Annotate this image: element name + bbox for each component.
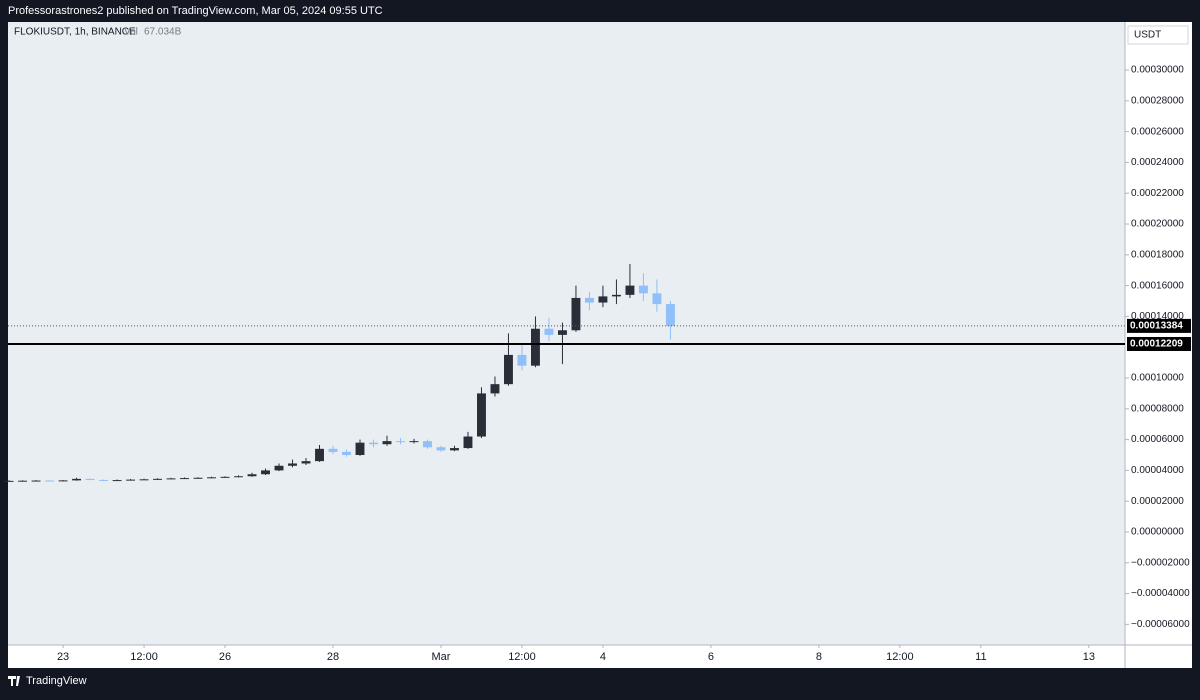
y-tick-label: 0.00008000 xyxy=(1131,403,1184,414)
candle-body xyxy=(261,470,270,475)
candle-body xyxy=(450,448,459,451)
candle-body xyxy=(490,384,500,394)
candle-body xyxy=(126,479,136,481)
candle-body xyxy=(193,477,203,479)
candle-body xyxy=(18,480,28,482)
price-tag-label: 0.00013384 xyxy=(1130,321,1183,332)
candle-body xyxy=(288,463,297,466)
logo xyxy=(8,676,20,686)
candle-body xyxy=(274,465,284,471)
candle-body xyxy=(598,296,608,303)
candle-body xyxy=(544,328,554,335)
y-tick-label: 0.00014000 xyxy=(1131,311,1184,322)
y-tick-label: 0.00018000 xyxy=(1131,249,1184,260)
plot xyxy=(4,264,1125,482)
candle-body xyxy=(58,480,68,482)
time-axis xyxy=(8,645,1125,668)
volume-label: Vol xyxy=(124,27,138,38)
candle-body xyxy=(382,441,392,445)
candle-body xyxy=(45,480,55,482)
x-tick-label: 4 xyxy=(600,651,606,663)
y-tick-label: 0.00030000 xyxy=(1131,65,1184,76)
candle-body xyxy=(504,354,513,385)
candle-body xyxy=(436,447,446,451)
y-tick-label: −0.00006000 xyxy=(1131,619,1190,630)
candle-body xyxy=(463,436,473,449)
candle-body xyxy=(220,476,230,478)
y-tick-label: 0.00024000 xyxy=(1131,157,1184,168)
candle-body xyxy=(665,304,675,326)
candle-body xyxy=(369,442,378,445)
y-tick-label: 0.00000000 xyxy=(1131,527,1184,538)
x-tick-label: 13 xyxy=(1083,651,1095,663)
candle-body xyxy=(31,480,41,482)
symbol: FLOKIUSDT, 1h, BINANCE xyxy=(14,27,136,38)
candle-body xyxy=(652,293,662,305)
candle-body xyxy=(180,478,189,480)
candle-body xyxy=(423,441,432,448)
candle-body xyxy=(571,297,581,331)
y-tick-label: 0.00026000 xyxy=(1131,126,1184,137)
brand: TradingView xyxy=(26,675,87,687)
candle-body xyxy=(112,480,122,482)
candle-body xyxy=(4,480,14,482)
x-tick-label: 12:00 xyxy=(130,651,158,663)
y-tick-label: −0.00004000 xyxy=(1131,588,1190,599)
candle-body xyxy=(531,328,540,366)
candle-body xyxy=(584,297,594,303)
price-tag-label: 0.00012209 xyxy=(1130,339,1183,350)
y-tick-label: 0.00004000 xyxy=(1131,465,1184,476)
x-tick-label: 26 xyxy=(219,651,231,663)
y-tick-label: 0.00022000 xyxy=(1131,188,1184,199)
currency-box[interactable] xyxy=(1127,25,1189,45)
x-tick-label: 11 xyxy=(975,651,986,663)
publisher: Professorastrones2 published on TradingV… xyxy=(8,5,383,17)
y-tick-label: 0.00006000 xyxy=(1131,434,1184,445)
x-tick-label: 6 xyxy=(708,651,714,663)
candle-body xyxy=(517,354,527,366)
x-tick-label: 23 xyxy=(57,651,69,663)
x-tick-label: 12:00 xyxy=(508,651,536,663)
y-tick-label: 0.00002000 xyxy=(1131,496,1184,507)
candle-body xyxy=(72,478,82,481)
currency[interactable]: USDT xyxy=(1134,30,1161,41)
x-tick-label: 8 xyxy=(816,651,822,663)
candle-body xyxy=(328,448,338,452)
y-tick-label: −0.00002000 xyxy=(1131,557,1190,568)
x-tick-label: 28 xyxy=(327,651,339,663)
candle-body xyxy=(342,451,351,455)
candle-body xyxy=(625,285,635,295)
candle-body xyxy=(247,474,257,477)
price-tag xyxy=(1127,336,1191,351)
x-tick-label: 12:00 xyxy=(886,651,914,663)
candle-body xyxy=(611,294,621,297)
candle-body xyxy=(396,441,405,443)
candle-body xyxy=(234,476,243,478)
candle-body xyxy=(301,461,311,464)
candle-body xyxy=(638,285,648,294)
candle-body xyxy=(99,479,109,481)
candle-body xyxy=(315,448,324,462)
candle-body xyxy=(166,478,176,480)
candle-body xyxy=(139,479,149,481)
candle-body xyxy=(207,477,216,479)
y-tick-label: 0.00016000 xyxy=(1131,280,1184,291)
candle-body xyxy=(355,442,365,455)
y-tick-label: 0.00010000 xyxy=(1131,373,1184,384)
candle-body xyxy=(85,478,95,480)
candle-body xyxy=(409,441,419,443)
price-tag xyxy=(1127,318,1191,333)
volume: 67.034B xyxy=(144,27,182,38)
x-tick-label: Mar xyxy=(432,651,451,663)
candle-body xyxy=(153,478,162,480)
y-tick-label: 0.00020000 xyxy=(1131,219,1184,230)
y-tick-label: 0.00028000 xyxy=(1131,95,1184,106)
candle-body xyxy=(557,330,567,335)
candle-body xyxy=(477,393,486,437)
